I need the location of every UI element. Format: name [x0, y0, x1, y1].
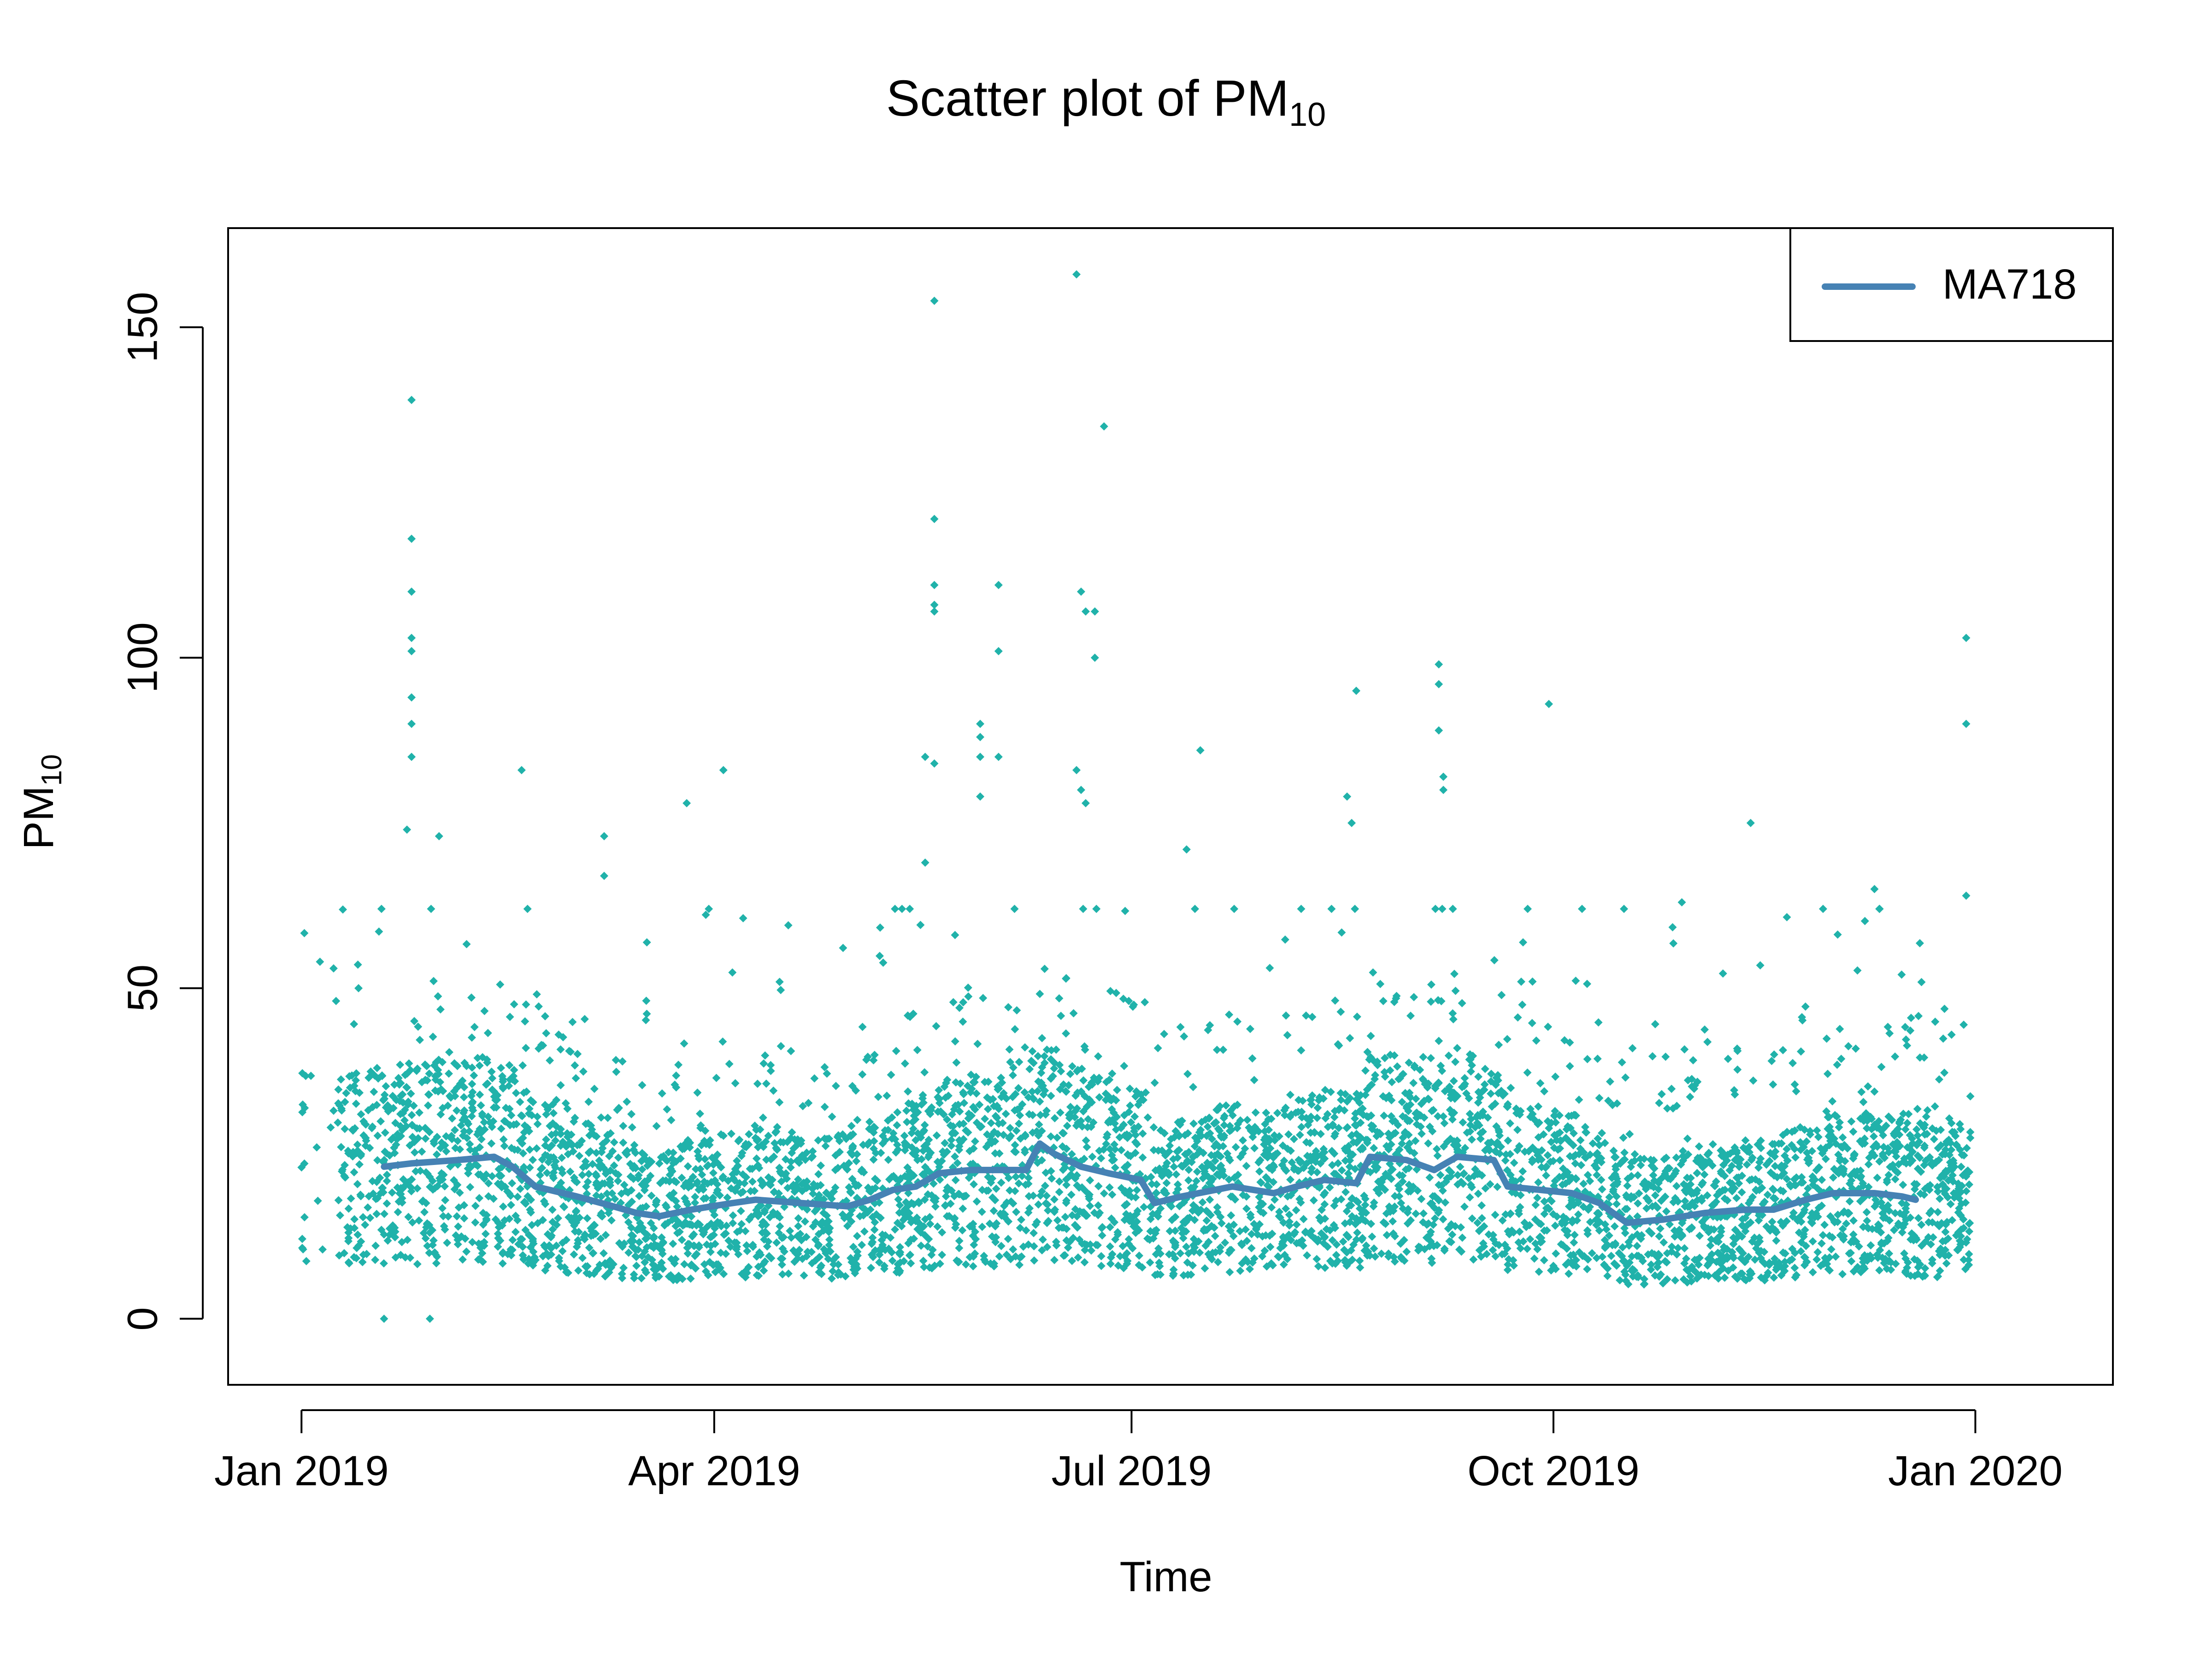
- scatter-point: [976, 733, 985, 741]
- scatter-point: [930, 759, 939, 768]
- scatter-point: [682, 799, 691, 807]
- scatter-point: [994, 647, 1003, 655]
- x-tick-label: Jan 2020: [1888, 1447, 2063, 1494]
- y-tick-label: 50: [119, 965, 166, 1012]
- scatter-point: [1439, 772, 1448, 781]
- points-layer: [297, 270, 1975, 1323]
- x-tick-label: Oct 2019: [1467, 1447, 1640, 1494]
- scatter-point: [407, 395, 416, 404]
- scatter-point: [600, 871, 609, 880]
- scatter-point: [994, 753, 1003, 761]
- scatter-point: [921, 753, 930, 761]
- scatter-point: [329, 964, 338, 973]
- x-tick-label: Jan 2019: [214, 1447, 389, 1494]
- moving-average-line: [381, 1140, 1919, 1226]
- scatter-point: [1100, 422, 1108, 431]
- scatter-point: [1746, 818, 1755, 827]
- scatter-point: [1077, 587, 1085, 596]
- scatter-point: [380, 1314, 388, 1323]
- scatter-point: [1962, 634, 1971, 642]
- scatter-point: [1962, 891, 1971, 900]
- scatter-point: [517, 766, 526, 775]
- scatter-point: [407, 753, 416, 761]
- scatter-point: [1072, 270, 1081, 279]
- scatter-point: [1435, 680, 1443, 688]
- scatter-point: [1182, 845, 1191, 854]
- scatter-point: [600, 832, 609, 841]
- scatter-point: [1544, 700, 1553, 708]
- scatter-point: [930, 607, 939, 616]
- y-axis-label-sub: 10: [36, 754, 68, 786]
- x-axis-label: Time: [1119, 1553, 1212, 1600]
- scatter-point: [930, 296, 939, 305]
- scatter-point: [994, 581, 1003, 589]
- x-tick-label: Jul 2019: [1051, 1447, 1212, 1494]
- chart-title: Scatter plot of PM10: [0, 69, 2212, 134]
- y-axis-label-main: PM: [15, 786, 62, 850]
- scatter-point: [425, 1314, 434, 1323]
- scatter-point: [1962, 719, 1971, 728]
- scatter-point: [1196, 746, 1205, 755]
- x-tick-label: Apr 2019: [628, 1447, 800, 1494]
- scatter-point: [976, 792, 985, 801]
- scatter-point: [403, 825, 412, 834]
- scatter-point: [407, 647, 416, 655]
- scatter-point: [921, 858, 930, 867]
- y-axis-label: PM10: [15, 754, 68, 850]
- scatter-points-cloud: [297, 905, 1975, 1289]
- y-tick-label: 100: [119, 622, 166, 694]
- scatter-point: [930, 515, 939, 524]
- scatter-point: [719, 766, 728, 775]
- chart-title-sub: 10: [1289, 96, 1326, 133]
- scatter-point: [1077, 786, 1085, 794]
- scatter-point: [1439, 786, 1448, 794]
- scatter-point: [1352, 687, 1361, 695]
- plot-frame: [227, 227, 2114, 1386]
- scatter-point: [407, 535, 416, 543]
- scatter-point: [930, 581, 939, 589]
- scatter-point: [1435, 660, 1443, 669]
- scatter-point: [976, 753, 985, 761]
- scatter-point: [1072, 766, 1081, 775]
- scatter-point: [1090, 607, 1099, 616]
- y-tick-label: 0: [119, 1306, 166, 1331]
- scatter-point: [1090, 653, 1099, 662]
- scatter-point: [407, 719, 416, 728]
- scatter-point: [407, 634, 416, 642]
- legend-label: MA718: [1942, 261, 2077, 308]
- line-layer: [381, 1140, 1919, 1226]
- scatter-point: [1677, 898, 1686, 906]
- scatter-point: [976, 719, 985, 728]
- scatter-point: [1435, 726, 1443, 735]
- scatter-point: [407, 693, 416, 702]
- scatter-point: [930, 600, 939, 609]
- scatter-point: [1343, 792, 1352, 801]
- axes-layer: [180, 227, 2114, 1433]
- y-tick-label: 150: [119, 292, 166, 363]
- chart-title-main: Scatter plot of PM: [886, 70, 1289, 127]
- scatter-point: [1081, 799, 1090, 807]
- scatter-point: [1081, 607, 1090, 616]
- scatter-point: [435, 832, 443, 841]
- scatter-point: [1347, 818, 1356, 827]
- scatter-point: [1870, 885, 1879, 894]
- scatter-point: [407, 587, 416, 596]
